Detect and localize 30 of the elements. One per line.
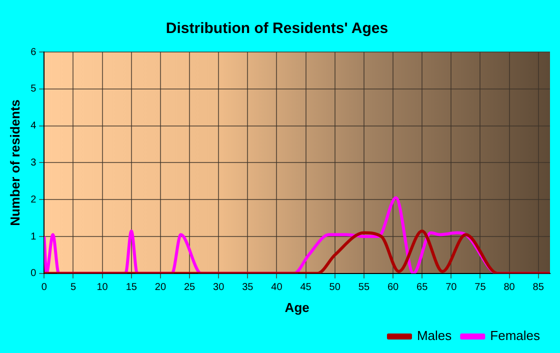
x-tick-label: 30	[213, 282, 225, 294]
x-tick-label: 40	[271, 282, 283, 294]
x-tick-label: 80	[504, 282, 516, 294]
y-tick-label: 2	[30, 194, 37, 206]
x-tick-label: 75	[474, 282, 486, 294]
legend-label: Females	[490, 328, 540, 344]
y-tick-label: 4	[30, 120, 37, 132]
y-axis-title: Number of residents	[7, 99, 22, 226]
x-tick-label: 0	[41, 282, 48, 294]
x-tick-label: 5	[70, 282, 76, 294]
x-tick-label: 45	[300, 282, 312, 294]
x-tick-label: 15	[126, 282, 138, 294]
y-tick-label: 0	[30, 268, 37, 280]
x-axis-title: Age	[284, 300, 310, 315]
x-tick-label: 20	[154, 282, 166, 294]
legend-label: Males	[416, 328, 452, 344]
x-tick-label: 25	[184, 282, 196, 294]
chart-title: Distribution of Residents' Ages	[166, 20, 388, 38]
x-tick-label: 70	[446, 282, 458, 294]
x-tick-label: 85	[532, 282, 544, 294]
x-tick-label: 65	[416, 282, 428, 294]
x-tick-label: 10	[96, 282, 108, 294]
x-tick-label: 60	[387, 282, 400, 294]
y-tick-label: 3	[30, 157, 37, 168]
y-tick-label: 5	[30, 84, 37, 95]
y-tick-label: 6	[30, 46, 37, 58]
y-tick-label: 1	[30, 231, 37, 242]
x-tick-label: 50	[329, 282, 341, 294]
x-tick-label: 55	[358, 282, 370, 294]
x-tick-label: 35	[242, 282, 254, 294]
